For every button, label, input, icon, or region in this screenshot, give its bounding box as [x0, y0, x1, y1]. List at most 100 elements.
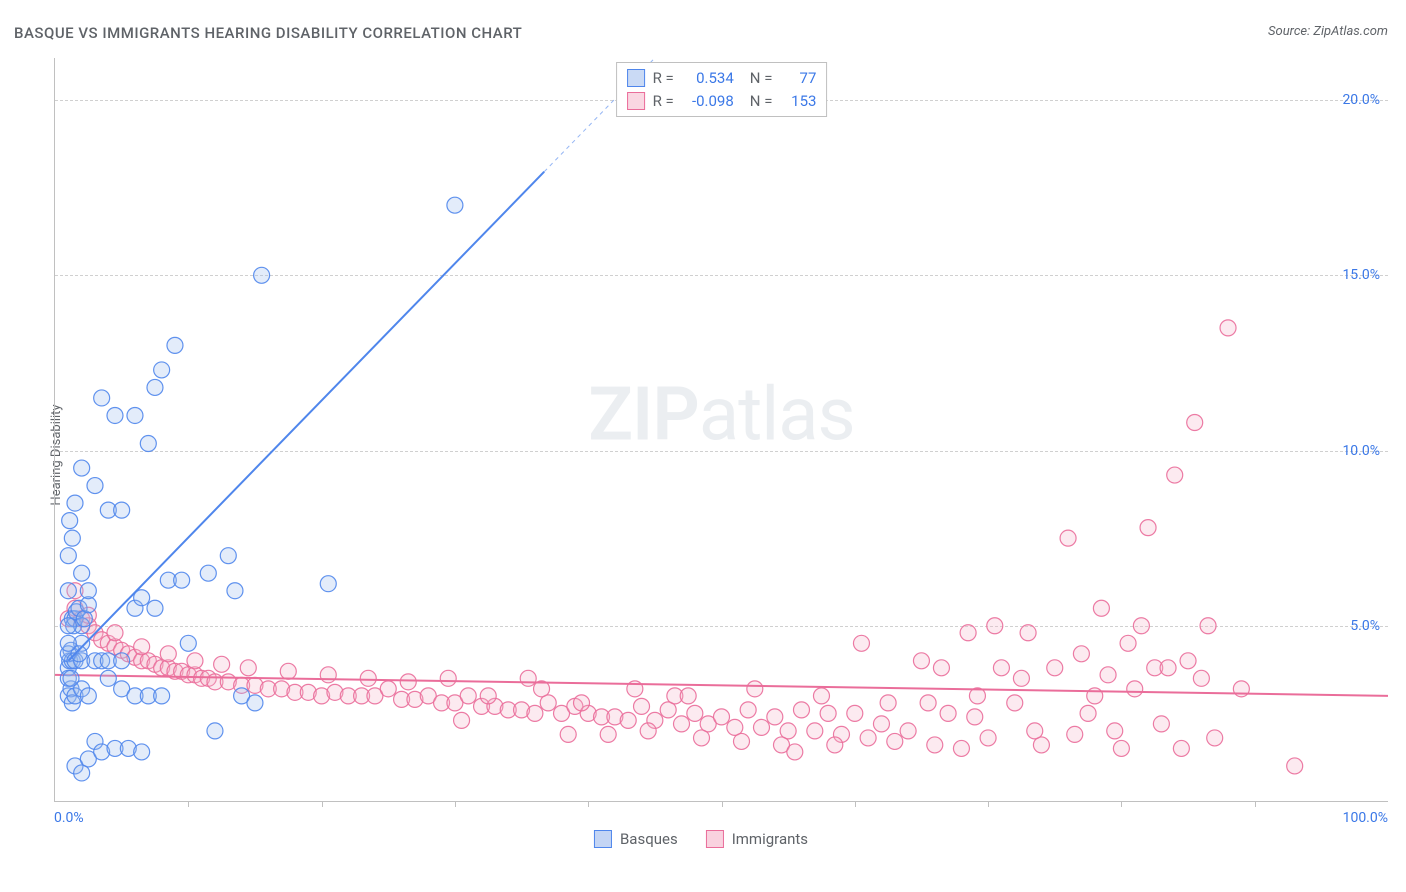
scatter-point — [74, 565, 90, 581]
scatter-point — [1013, 670, 1029, 686]
y-tick-label: 15.0% — [1342, 267, 1380, 283]
x-tick-label-left: 0.0% — [54, 810, 84, 826]
scatter-point — [1167, 467, 1183, 483]
scatter-point — [767, 709, 783, 725]
scatter-point — [740, 702, 756, 718]
scatter-point — [1140, 520, 1156, 536]
scatter-point — [687, 705, 703, 721]
stats-r-value: 0.534 — [682, 67, 734, 90]
chart-container: Hearing Disability ZIPatlas R =0.534N =7… — [14, 58, 1388, 852]
scatter-point — [694, 730, 710, 746]
scatter-point — [154, 362, 170, 378]
scatter-point — [940, 705, 956, 721]
scatter-point — [787, 744, 803, 760]
scatter-point — [933, 660, 949, 676]
scatter-point — [63, 670, 79, 686]
x-tick — [722, 801, 723, 807]
scatter-point — [880, 695, 896, 711]
x-tick-label-right: 100.0% — [1343, 810, 1388, 826]
scatter-point — [174, 572, 190, 588]
scatter-point — [813, 688, 829, 704]
scatter-point — [74, 460, 90, 476]
scatter-point — [1007, 695, 1023, 711]
scatter-point — [920, 695, 936, 711]
scatter-point — [140, 436, 156, 452]
scatter-point — [147, 379, 163, 395]
scatter-point — [680, 688, 696, 704]
scatter-point — [1020, 625, 1036, 641]
scatter-point — [620, 712, 636, 728]
scatter-point — [460, 688, 476, 704]
x-tick — [1121, 801, 1122, 807]
scatter-point — [1287, 758, 1303, 774]
scatter-point — [674, 716, 690, 732]
scatter-point — [60, 635, 76, 651]
scatter-point — [1127, 681, 1143, 697]
scatter-point — [107, 625, 123, 641]
scatter-point — [1160, 660, 1176, 676]
scatter-point — [180, 635, 196, 651]
scatter-point — [160, 646, 176, 662]
x-tick — [588, 801, 589, 807]
scatter-point — [1180, 653, 1196, 669]
legend-item: Immigrants — [706, 830, 808, 848]
scatter-point — [634, 698, 650, 714]
correlation-stats-box: R =0.534N =77R =-0.098N =153 — [616, 62, 828, 117]
scatter-point — [60, 583, 76, 599]
scatter-point — [454, 712, 470, 728]
scatter-point — [807, 723, 823, 739]
scatter-point — [574, 695, 590, 711]
scatter-point — [380, 681, 396, 697]
scatter-point — [80, 583, 96, 599]
scatter-point — [987, 618, 1003, 634]
scatter-point — [847, 705, 863, 721]
scatter-point — [827, 737, 843, 753]
chart-title: BASQUE VS IMMIGRANTS HEARING DISABILITY … — [14, 24, 522, 42]
scatter-point — [62, 513, 78, 529]
scatter-point — [100, 670, 116, 686]
scatter-point — [873, 716, 889, 732]
scatter-point — [1120, 635, 1136, 651]
scatter-point — [980, 730, 996, 746]
scatter-point — [953, 740, 969, 756]
scatter-point — [1047, 660, 1063, 676]
scatter-point — [187, 653, 203, 669]
scatter-point — [900, 723, 916, 739]
scatter-point — [527, 705, 543, 721]
scatter-point — [440, 670, 456, 686]
x-tick — [188, 801, 189, 807]
plot-svg — [55, 58, 1388, 801]
scatter-point — [214, 656, 230, 672]
scatter-point — [240, 660, 256, 676]
scatter-point — [64, 530, 80, 546]
scatter-point — [94, 390, 110, 406]
scatter-point — [820, 705, 836, 721]
scatter-point — [1193, 670, 1209, 686]
scatter-point — [80, 688, 96, 704]
scatter-point — [1067, 726, 1083, 742]
scatter-point — [320, 576, 336, 592]
scatter-point — [993, 660, 1009, 676]
scatter-point — [1207, 730, 1223, 746]
scatter-point — [447, 197, 463, 213]
scatter-point — [1080, 705, 1096, 721]
scatter-point — [1113, 740, 1129, 756]
scatter-point — [60, 548, 76, 564]
scatter-point — [1153, 716, 1169, 732]
scatter-point — [853, 635, 869, 651]
stats-n-value: 153 — [780, 90, 816, 113]
scatter-point — [134, 744, 150, 760]
scatter-point — [747, 681, 763, 697]
scatter-point — [134, 639, 150, 655]
scatter-point — [600, 726, 616, 742]
legend: Basques Immigrants — [594, 830, 808, 848]
scatter-point — [87, 478, 103, 494]
scatter-point — [927, 737, 943, 753]
scatter-point — [560, 726, 576, 742]
scatter-point — [1187, 414, 1203, 430]
stats-n-value: 77 — [780, 67, 816, 90]
scatter-point — [887, 733, 903, 749]
scatter-point — [1093, 600, 1109, 616]
scatter-point — [227, 583, 243, 599]
legend-label: Basques — [620, 830, 678, 848]
